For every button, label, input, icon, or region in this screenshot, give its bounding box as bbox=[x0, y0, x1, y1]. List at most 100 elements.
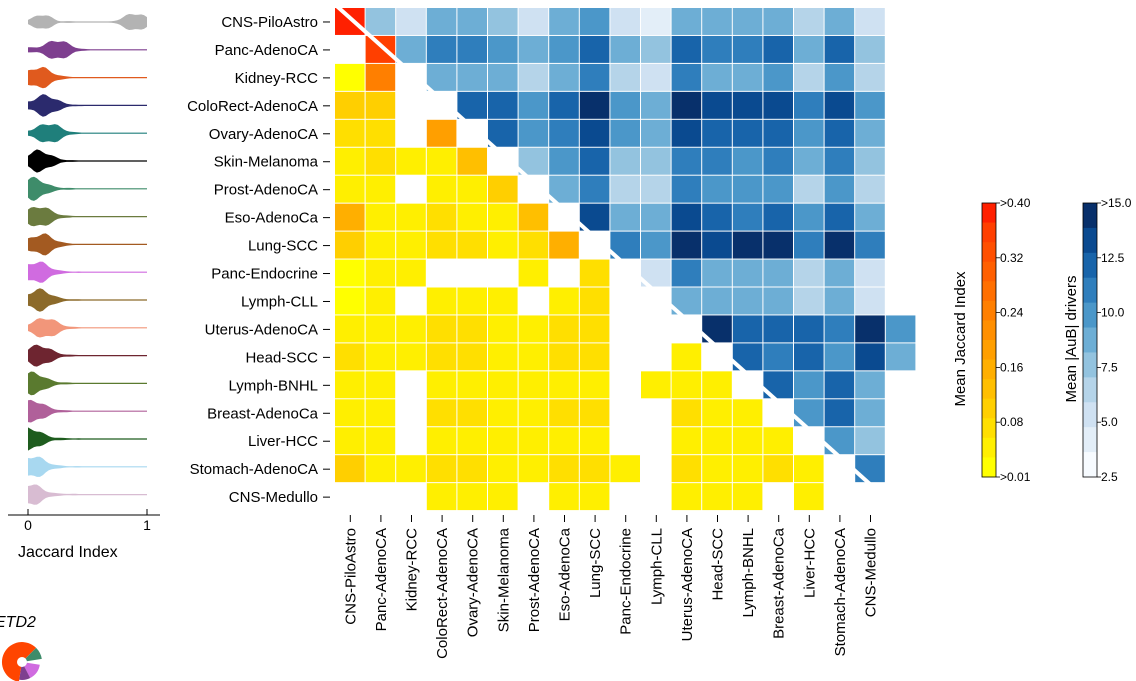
column-label: Breast-AdenoCa bbox=[771, 527, 788, 639]
jaccard-cell bbox=[396, 315, 426, 343]
drivers-cell bbox=[763, 119, 793, 147]
jaccard-cell bbox=[763, 427, 793, 455]
jaccard-cell bbox=[671, 371, 702, 399]
jaccard-cell bbox=[579, 399, 610, 427]
violin-axis: 0 1 Jaccard Index bbox=[8, 509, 160, 561]
drivers-cell bbox=[702, 259, 732, 287]
drivers-cell bbox=[824, 8, 855, 35]
drivers-cell bbox=[824, 231, 855, 259]
jaccard-legend-swatch bbox=[982, 222, 996, 243]
jaccard-cell bbox=[549, 483, 579, 511]
drivers-cell bbox=[855, 8, 885, 35]
drivers-cell bbox=[763, 231, 793, 259]
jaccard-cell bbox=[335, 343, 365, 371]
violin-axis-label: Jaccard Index bbox=[18, 544, 118, 561]
row-label: Uterus-AdenoCA bbox=[205, 321, 318, 338]
drivers-legend-label: 5.0 bbox=[1101, 415, 1118, 429]
jaccard-cell bbox=[702, 483, 732, 511]
drivers-cell bbox=[732, 231, 763, 259]
drivers-cell bbox=[518, 119, 549, 147]
jaccard-cell bbox=[457, 427, 487, 455]
jaccard-cell bbox=[365, 371, 396, 399]
drivers-cell bbox=[488, 119, 518, 147]
jaccard-cell bbox=[457, 371, 487, 399]
jaccard-cell bbox=[335, 63, 365, 91]
violin bbox=[28, 176, 147, 201]
drivers-legend-frame bbox=[1082, 202, 1098, 478]
drivers-cell bbox=[732, 259, 763, 287]
jaccard-cell bbox=[365, 175, 396, 203]
drivers-cell bbox=[794, 119, 824, 147]
column-label: Lymph-BNHL bbox=[740, 528, 757, 617]
jaccard-cell bbox=[579, 259, 610, 287]
jaccard-legend-swatch bbox=[982, 418, 996, 439]
drivers-cell bbox=[763, 343, 793, 371]
drivers-cell bbox=[457, 35, 487, 63]
drivers-cell bbox=[671, 203, 702, 231]
drivers-cell bbox=[579, 35, 610, 63]
jaccard-cell bbox=[488, 315, 518, 343]
jaccard-cell bbox=[426, 147, 457, 175]
jaccard-cell bbox=[396, 259, 426, 287]
drivers-legend-swatch bbox=[1083, 227, 1097, 254]
jaccard-cell bbox=[426, 119, 457, 147]
drivers-cell bbox=[641, 8, 671, 35]
drivers-cell bbox=[702, 231, 732, 259]
column-label: Head-SCC bbox=[710, 528, 727, 601]
drivers-cell bbox=[794, 371, 824, 399]
drivers-cell bbox=[488, 35, 518, 63]
drivers-legend-label: >15.0 bbox=[1101, 196, 1132, 210]
jaccard-cell bbox=[488, 455, 518, 483]
inset-center bbox=[17, 657, 27, 667]
jaccard-cell bbox=[549, 399, 579, 427]
column-label: ColoRect-AdenoCA bbox=[434, 528, 451, 659]
drivers-cell bbox=[702, 63, 732, 91]
jaccard-cell bbox=[488, 175, 518, 203]
drivers-cell bbox=[702, 203, 732, 231]
drivers-cell bbox=[610, 119, 640, 147]
drivers-cell bbox=[824, 203, 855, 231]
jaccard-cell bbox=[579, 483, 610, 511]
drivers-cell bbox=[457, 63, 487, 91]
row-label: Liver-HCC bbox=[248, 433, 318, 450]
violin bbox=[28, 94, 147, 117]
violin-tick-0: 0 bbox=[24, 517, 32, 533]
jaccard-cell bbox=[335, 315, 365, 343]
jaccard-cell bbox=[457, 203, 487, 231]
drivers-cell bbox=[488, 63, 518, 91]
jaccard-legend-swatch bbox=[982, 379, 996, 400]
jaccard-cell bbox=[396, 203, 426, 231]
drivers-cell bbox=[794, 63, 824, 91]
drivers-legend-swatch bbox=[1083, 277, 1097, 304]
violin bbox=[28, 233, 147, 256]
drivers-cell bbox=[794, 203, 824, 231]
jaccard-cell bbox=[426, 287, 457, 315]
jaccard-cell bbox=[335, 259, 365, 287]
jaccard-cell bbox=[335, 371, 365, 399]
jaccard-cell bbox=[396, 343, 426, 371]
drivers-cell bbox=[671, 147, 702, 175]
jaccard-legend-label: 0.24 bbox=[1000, 306, 1024, 320]
drivers-cell bbox=[641, 147, 671, 175]
jaccard-legend-swatch bbox=[982, 340, 996, 360]
jaccard-cell bbox=[335, 287, 365, 315]
jaccard-legend-swatch bbox=[982, 457, 996, 478]
jaccard-cell bbox=[579, 427, 610, 455]
jaccard-cell bbox=[579, 287, 610, 315]
drivers-cell bbox=[549, 147, 579, 175]
drivers-cell bbox=[824, 147, 855, 175]
jaccard-cell bbox=[579, 455, 610, 483]
jaccard-cell bbox=[549, 315, 579, 343]
violin bbox=[28, 207, 147, 227]
drivers-cell bbox=[732, 8, 763, 35]
row-label: CNS-PiloAstro bbox=[221, 14, 318, 31]
jaccard-cell bbox=[365, 399, 396, 427]
jaccard-cell bbox=[457, 287, 487, 315]
jaccard-cell bbox=[518, 203, 549, 231]
jaccard-cell bbox=[732, 455, 763, 483]
drivers-cell bbox=[824, 91, 855, 119]
violin bbox=[28, 427, 147, 451]
jaccard-cell bbox=[365, 343, 396, 371]
row-label: Skin-Melanoma bbox=[214, 154, 319, 171]
drivers-legend-swatch bbox=[1083, 352, 1097, 378]
